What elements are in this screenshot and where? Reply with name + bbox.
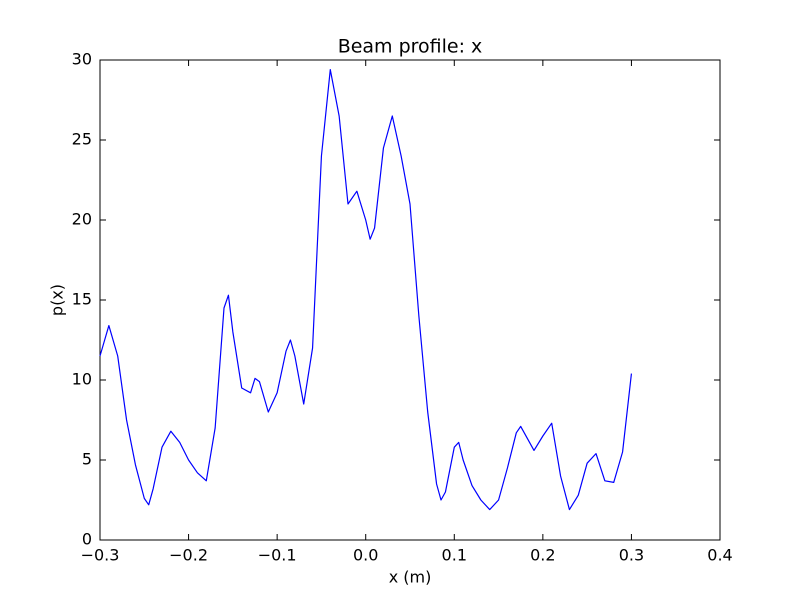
y-tick-label: 20 [72,210,92,229]
x-axis-label: x (m) [389,568,432,587]
x-tick-label: 0.3 [619,546,644,565]
y-tick-label: 10 [72,370,92,389]
x-tick-label: 0.0 [353,546,378,565]
y-tick-label: 25 [72,130,92,149]
y-tick-label: 15 [72,290,92,309]
y-axis-label: p(x) [48,284,67,316]
x-tick-label: 0.4 [707,546,732,565]
y-tick-label: 0 [82,530,92,549]
data-line [99,69,633,511]
x-tick-label: 0.1 [442,546,467,565]
plot-frame [99,59,721,541]
y-tick-label: 5 [82,450,92,469]
y-tick-label: 30 [72,50,92,69]
x-tick-label: −0.2 [169,546,208,565]
chart-title: Beam profile: x [338,36,483,58]
x-tick-label: −0.3 [81,546,120,565]
x-tick-label: 0.2 [530,546,555,565]
x-tick-label: −0.1 [258,546,297,565]
